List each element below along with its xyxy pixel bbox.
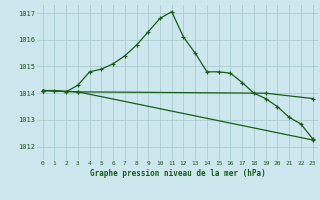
X-axis label: Graphe pression niveau de la mer (hPa): Graphe pression niveau de la mer (hPa) [90,169,266,178]
